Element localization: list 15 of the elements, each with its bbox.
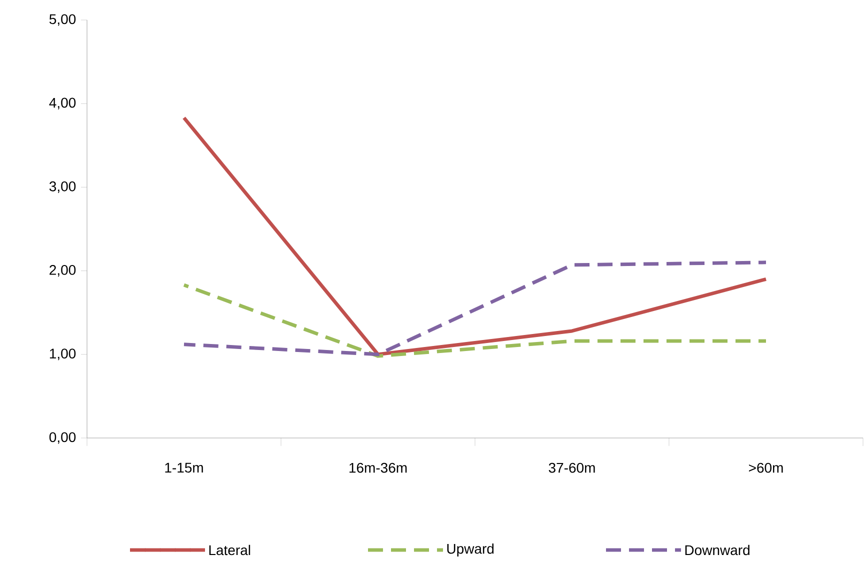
- line-series: [182, 260, 768, 356]
- legend-label: Lateral: [209, 544, 250, 556]
- x-tick-label: 16m-36m: [350, 462, 407, 473]
- x-tick-label: 1-15m: [165, 462, 203, 473]
- line-series: [182, 116, 768, 356]
- x-tick-label: 37-60m: [548, 462, 595, 473]
- y-tick-label: 5,00: [49, 14, 76, 26]
- y-tick-label: 0,00: [49, 432, 76, 444]
- y-tick-label: 4,00: [49, 98, 76, 110]
- y-tick-label: 2,00: [50, 265, 76, 277]
- y-tick-label: 1,00: [50, 348, 76, 360]
- legend-label: Upward: [447, 543, 494, 557]
- y-tick-label: 3,00: [49, 181, 76, 193]
- legend-label: Downward: [685, 544, 750, 556]
- x-tick-label: >60m: [748, 462, 783, 473]
